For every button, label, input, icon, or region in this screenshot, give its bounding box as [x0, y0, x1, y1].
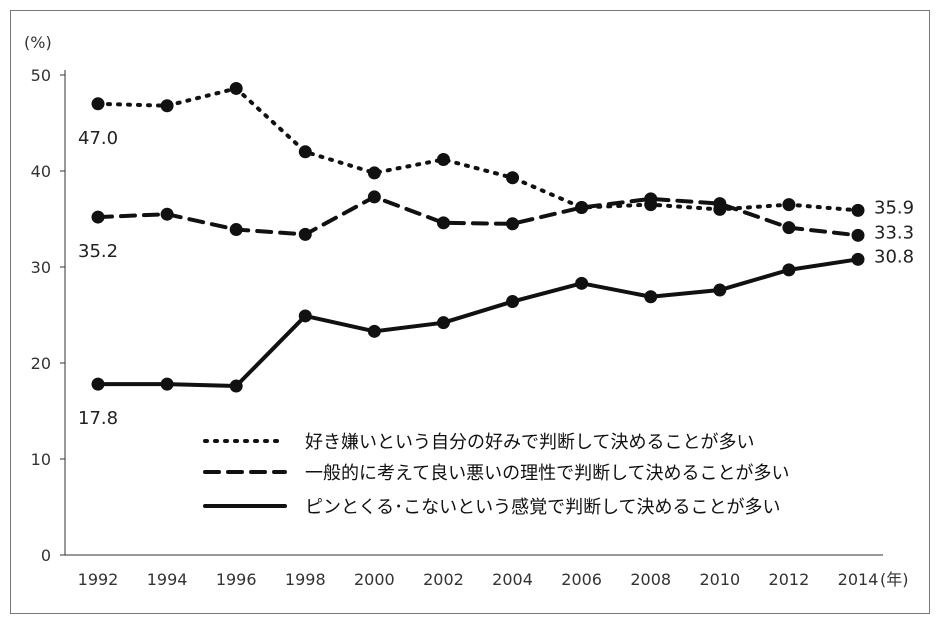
data-point-3: [229, 379, 243, 393]
data-label-1: 47.0: [78, 128, 118, 149]
x-tick-label: 2008: [630, 570, 671, 589]
data-point-3: [644, 290, 658, 304]
series-line-2: [96, 194, 860, 238]
data-point-1: [160, 99, 174, 113]
data-point-3: [782, 263, 796, 277]
y-tick-label: 30: [31, 258, 51, 277]
data-point-1: [229, 81, 243, 95]
data-point-1: [367, 166, 381, 180]
y-tick-label: 10: [31, 450, 51, 469]
y-tick-label: 20: [31, 354, 51, 373]
data-point-3: [575, 276, 589, 290]
data-point-2: [644, 192, 658, 206]
x-tick-label: 2006: [561, 570, 602, 589]
data-point-2: [91, 210, 105, 224]
data-point-3: [713, 283, 727, 297]
x-tick-label: 1996: [216, 570, 257, 589]
data-point-1: [436, 152, 450, 166]
legend-label-1: 好き嫌いという自分の好みで判断して決めることが多い: [305, 432, 754, 453]
data-point-3: [298, 309, 312, 323]
data-point-2: [160, 207, 174, 221]
data-point-1: [298, 145, 312, 159]
data-label-2: 35.2: [78, 241, 118, 262]
x-tick-label: 1998: [285, 570, 326, 589]
x-tick-label: 2012: [769, 570, 810, 589]
x-tick-label: 2010: [699, 570, 740, 589]
data-point-2: [851, 228, 865, 242]
x-tick-label: 2000: [354, 570, 395, 589]
data-point-3: [367, 324, 381, 338]
y-tick-label: 0: [41, 546, 51, 565]
series-line-3: [96, 257, 860, 389]
x-unit-label: (年): [880, 570, 909, 589]
data-point-1: [91, 97, 105, 111]
data-point-3: [851, 252, 865, 266]
legend-label-3: ピンとくる･こないという感覚で判断して決めることが多い: [305, 497, 781, 518]
x-tick-label: 2004: [492, 570, 533, 589]
data-label-1: 35.9: [874, 197, 914, 218]
y-tick-label: 40: [31, 162, 51, 181]
data-point-1: [782, 198, 796, 212]
x-tick-label: 2014: [838, 570, 879, 589]
data-point-2: [367, 190, 381, 204]
x-tick-label: 1992: [78, 570, 119, 589]
data-point-1: [506, 171, 520, 185]
data-point-1: [851, 203, 865, 217]
data-point-3: [436, 316, 450, 330]
y-unit-label: (%): [24, 33, 52, 52]
series-line-1: [96, 86, 860, 213]
data-point-2: [713, 197, 727, 211]
data-point-2: [506, 217, 520, 231]
data-point-3: [506, 295, 520, 309]
data-point-2: [575, 200, 589, 214]
data-label-3: 17.8: [78, 408, 118, 429]
x-tick-label: 2002: [423, 570, 464, 589]
y-tick-label: 50: [31, 66, 51, 85]
data-point-3: [91, 377, 105, 391]
data-label-2: 33.3: [874, 222, 914, 243]
x-tick-label: 1994: [147, 570, 188, 589]
data-point-2: [229, 223, 243, 237]
data-point-2: [436, 216, 450, 230]
data-label-3: 30.8: [874, 246, 914, 267]
data-point-3: [160, 377, 174, 391]
data-point-2: [298, 227, 312, 241]
data-point-2: [782, 221, 796, 235]
legend-label-2: 一般的に考えて良い悪いの理性で判断して決めることが多い: [305, 463, 790, 484]
